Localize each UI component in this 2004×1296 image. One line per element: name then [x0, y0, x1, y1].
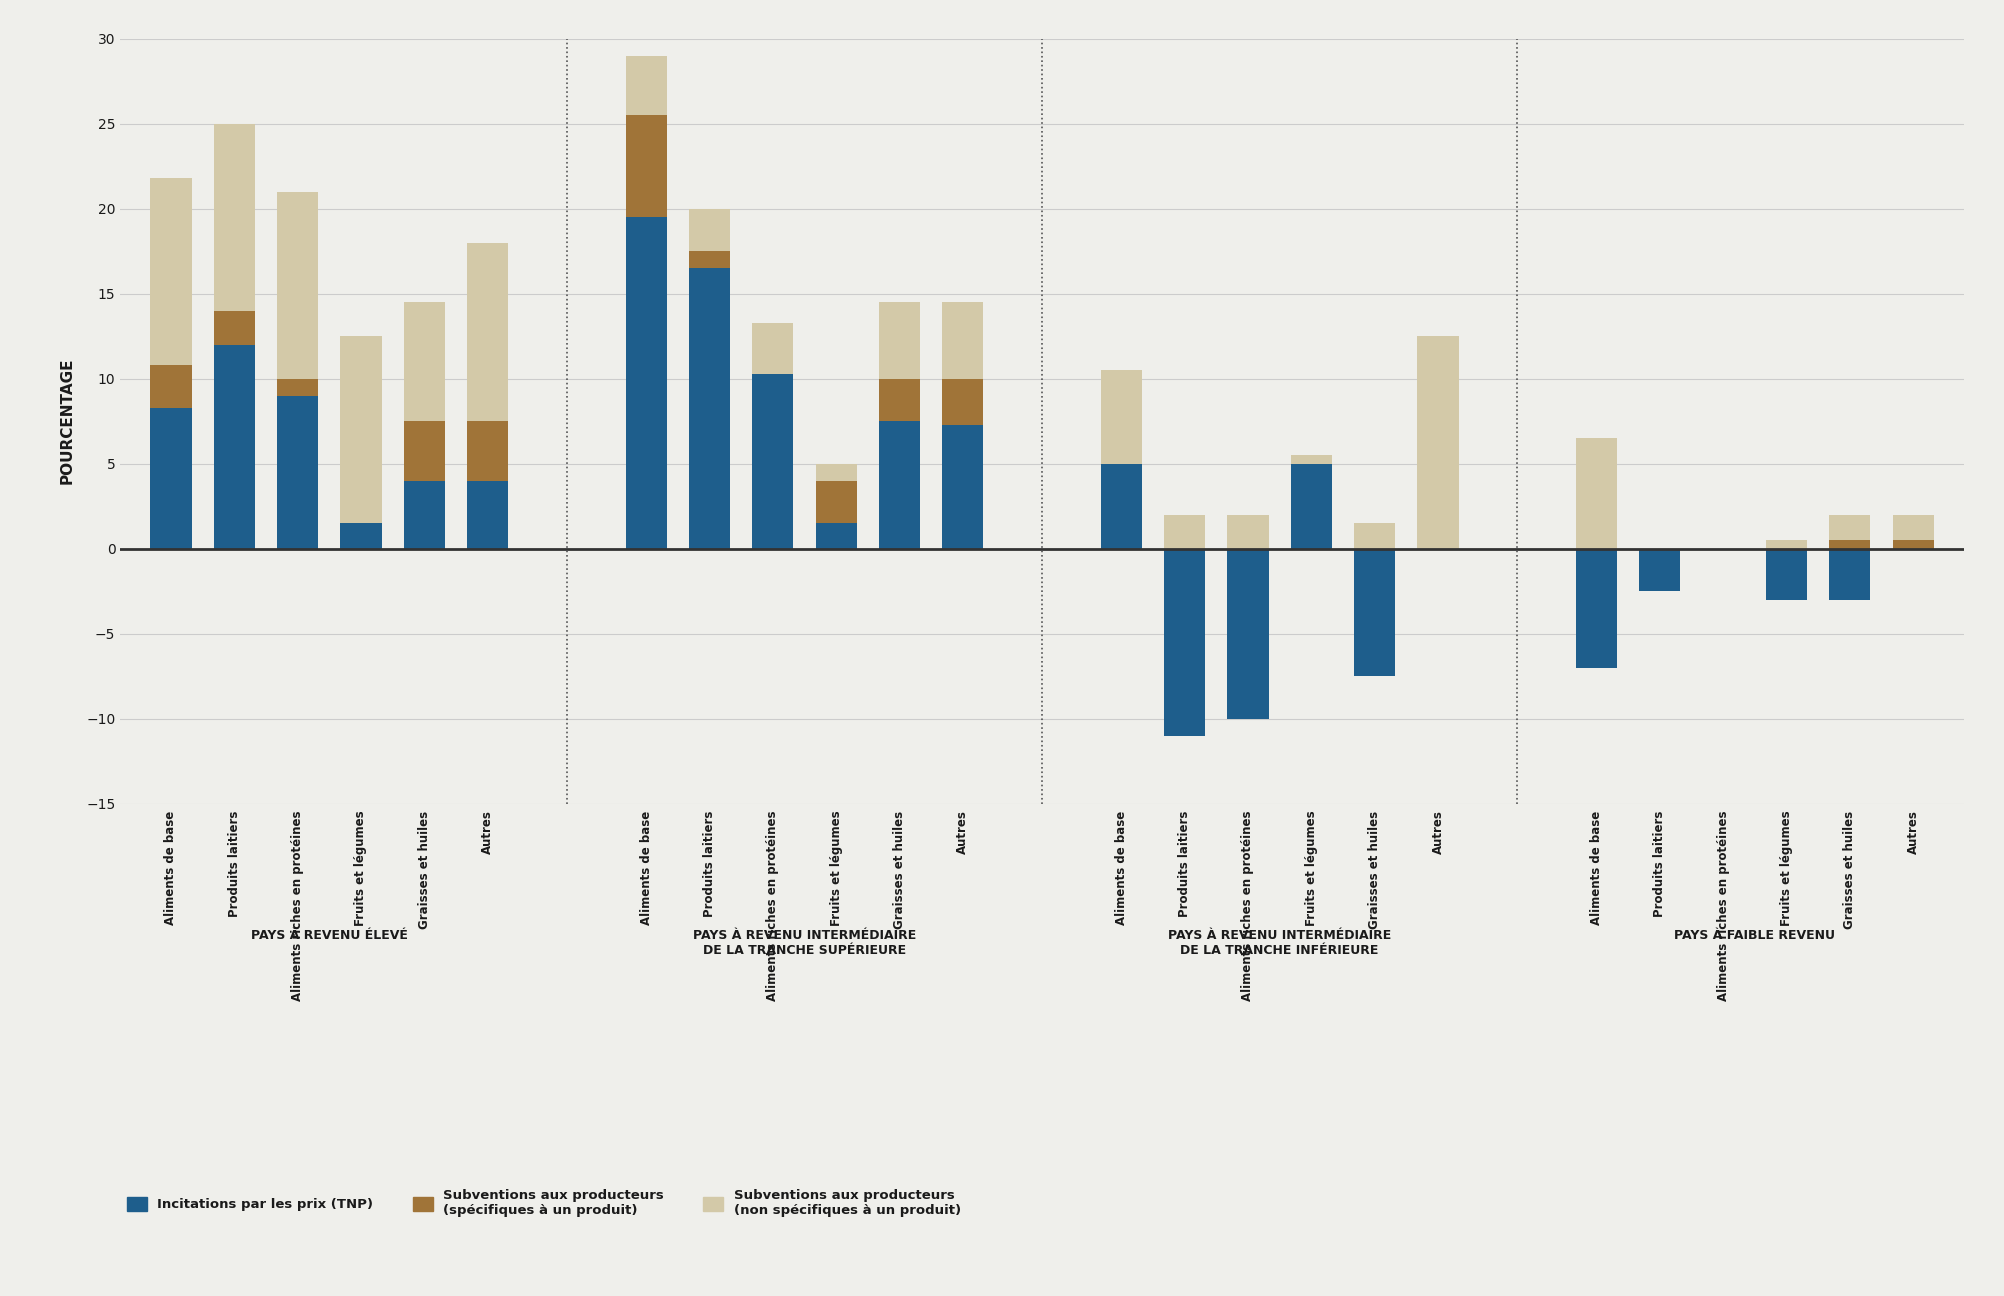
Bar	[1164, 515, 1204, 548]
Bar	[1703, 548, 1743, 551]
Text: PAYS À REVENU INTERMÉDIAIRE
DE LA TRANCHE SUPÉRIEURE: PAYS À REVENU INTERMÉDIAIRE DE LA TRANCH…	[693, 928, 916, 956]
Bar	[1291, 455, 1333, 464]
Bar	[1639, 548, 1681, 591]
Bar	[150, 179, 192, 365]
Bar	[1575, 438, 1617, 548]
Bar	[214, 345, 255, 548]
Bar	[214, 124, 255, 311]
Bar	[341, 336, 381, 524]
Bar	[1830, 548, 1870, 600]
Bar	[403, 481, 445, 548]
Bar	[1100, 464, 1142, 548]
Bar	[1830, 540, 1870, 548]
Bar	[689, 251, 729, 268]
Bar	[625, 115, 667, 218]
Bar	[1226, 515, 1269, 548]
Bar	[816, 524, 858, 548]
Bar	[625, 56, 667, 115]
Bar	[277, 378, 319, 395]
Bar	[150, 365, 192, 408]
Y-axis label: POURCENTAGE: POURCENTAGE	[60, 358, 74, 485]
Legend: Incitations par les prix (TNP), Subventions aux producteurs
(spécifiques à un pr: Incitations par les prix (TNP), Subventi…	[126, 1190, 962, 1217]
Bar	[816, 464, 858, 481]
Bar	[467, 421, 509, 481]
Bar	[1892, 540, 1934, 548]
Bar	[1164, 548, 1204, 736]
Bar	[689, 209, 729, 251]
Bar	[1417, 336, 1459, 548]
Text: PAYS À REVENU INTERMÉDIAIRE
DE LA TRANCHE INFÉRIEURE: PAYS À REVENU INTERMÉDIAIRE DE LA TRANCH…	[1168, 928, 1391, 956]
Bar	[625, 218, 667, 548]
Bar	[942, 425, 984, 548]
Bar	[1291, 464, 1333, 548]
Bar	[752, 323, 794, 373]
Bar	[403, 302, 445, 421]
Text: PAYS À REVENU ÉLEVÉ: PAYS À REVENU ÉLEVÉ	[250, 928, 407, 941]
Bar	[467, 242, 509, 421]
Bar	[467, 481, 509, 548]
Bar	[214, 311, 255, 345]
Bar	[942, 302, 984, 378]
Bar	[942, 378, 984, 425]
Bar	[1766, 540, 1808, 548]
Bar	[816, 481, 858, 524]
Bar	[1355, 524, 1395, 548]
Bar	[277, 192, 319, 378]
Bar	[1830, 515, 1870, 540]
Bar	[752, 373, 794, 548]
Bar	[880, 421, 920, 548]
Bar	[1766, 548, 1808, 600]
Bar	[689, 268, 729, 548]
Bar	[403, 421, 445, 481]
Bar	[1575, 548, 1617, 667]
Bar	[1892, 515, 1934, 540]
Bar	[1226, 548, 1269, 718]
Bar	[880, 302, 920, 378]
Bar	[277, 395, 319, 548]
Bar	[1100, 371, 1142, 464]
Bar	[341, 524, 381, 548]
Bar	[1355, 548, 1395, 677]
Bar	[150, 408, 192, 548]
Bar	[880, 378, 920, 421]
Text: PAYS À FAIBLE REVENU: PAYS À FAIBLE REVENU	[1675, 928, 1836, 941]
